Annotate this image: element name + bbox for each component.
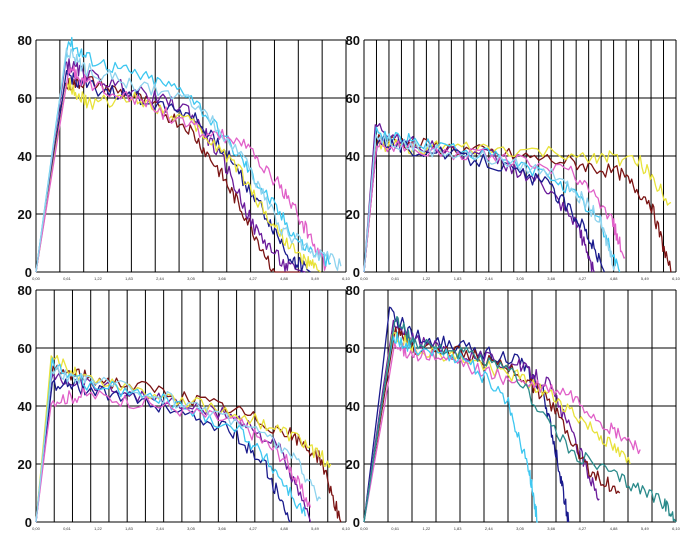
x-tick-label: 5,49	[311, 276, 320, 281]
x-tick-label: 1,83	[125, 276, 134, 281]
x-tick-label: 0,00	[360, 526, 369, 531]
x-tick-label: 2,44	[156, 276, 165, 281]
x-tick-label: 6,10	[672, 276, 681, 281]
y-tick-label: 60	[346, 91, 360, 106]
series-line	[35, 354, 332, 523]
x-tick-label: 1,22	[423, 526, 432, 531]
x-tick-label: 2,44	[156, 526, 165, 531]
y-tick-label: 20	[346, 207, 360, 222]
y-tick-label: 60	[18, 91, 32, 106]
chart-panel-top-left: 0 20 40 60 80 0,00 0,61 1,22 1,83 2,44 3,05 3,66 4,2…	[18, 33, 351, 281]
chart-panel-top-right: 0 20 40 60 80 0,00 0,61 1,22 1,83 2,44 3,05 3,66 4,2…	[346, 33, 681, 281]
series-line	[363, 133, 616, 273]
y-tick-label: 80	[346, 283, 360, 298]
series-line	[363, 331, 538, 523]
x-tick-label: 0,00	[360, 276, 369, 281]
chart-panel-bottom-right: 0 20 40 60 80 0,00 0,61 1,22 1,83 2,44 3,05 3,66 4,2…	[346, 283, 681, 531]
series-line	[35, 65, 327, 273]
x-tick-label: 4,88	[610, 526, 619, 531]
y-tick-label: 40	[346, 399, 360, 414]
y-tick-label: 0	[25, 265, 32, 280]
chart-panel-bottom-left: 0 20 40 60 80 0,00 0,61 1,22 1,83 2,44 3,05 3,66 4,2…	[18, 283, 351, 531]
y-tick-label: 40	[18, 399, 32, 414]
y-tick-label: 0	[353, 265, 360, 280]
series-line	[35, 357, 306, 523]
x-tick-label: 3,05	[516, 526, 525, 531]
x-tick-label: 5,49	[311, 526, 320, 531]
y-tick-label: 0	[353, 515, 360, 530]
x-tick-label: 1,83	[454, 526, 463, 531]
x-tick-label: 3,05	[187, 526, 196, 531]
x-tick-label: 0,61	[63, 526, 72, 531]
x-tick-label: 0,61	[63, 276, 72, 281]
y-tick-label: 80	[18, 33, 32, 48]
y-tick-label: 60	[18, 341, 32, 356]
series-line	[35, 69, 311, 273]
x-tick-label: 3,05	[516, 276, 525, 281]
x-tick-label: 4,88	[280, 526, 289, 531]
x-tick-label: 6,10	[342, 276, 351, 281]
x-tick-label: 0,61	[391, 526, 400, 531]
series-line	[35, 387, 312, 523]
x-tick-label: 2,44	[485, 276, 494, 281]
y-tick-label: 20	[18, 207, 32, 222]
x-tick-label: 5,49	[641, 526, 650, 531]
x-tick-label: 6,10	[672, 526, 681, 531]
y-tick-label: 20	[18, 457, 32, 472]
series-line	[363, 342, 641, 523]
x-tick-label: 0,00	[32, 276, 41, 281]
series-line	[35, 58, 306, 273]
x-tick-label: 0,61	[391, 276, 400, 281]
x-tick-label: 5,49	[641, 276, 650, 281]
x-tick-label: 3,66	[547, 526, 556, 531]
series-line	[363, 331, 631, 523]
x-tick-label: 3,05	[187, 276, 196, 281]
x-tick-label: 6,10	[342, 526, 351, 531]
x-tick-label: 4,27	[249, 526, 258, 531]
x-tick-label: 0,00	[32, 526, 41, 531]
series-line	[363, 139, 626, 273]
y-tick-label: 20	[346, 457, 360, 472]
y-tick-label: 80	[346, 33, 360, 48]
series-line	[363, 306, 570, 523]
x-tick-label: 2,44	[485, 526, 494, 531]
y-tick-label: 80	[18, 283, 32, 298]
x-tick-label: 4,88	[280, 276, 289, 281]
x-tick-label: 1,22	[94, 276, 103, 281]
series-line	[363, 315, 677, 523]
x-tick-label: 1,83	[125, 526, 134, 531]
x-tick-label: 3,66	[218, 276, 227, 281]
series-line	[35, 36, 332, 273]
x-tick-label: 1,83	[454, 276, 463, 281]
x-tick-label: 1,22	[423, 276, 432, 281]
series-line	[35, 372, 312, 523]
series-line	[35, 47, 342, 273]
x-tick-label: 4,27	[579, 526, 588, 531]
x-tick-label: 3,66	[547, 276, 556, 281]
x-tick-label: 4,27	[579, 276, 588, 281]
series-line	[35, 365, 322, 523]
x-tick-label: 4,88	[610, 276, 619, 281]
x-tick-label: 1,22	[94, 526, 103, 531]
y-tick-label: 60	[346, 341, 360, 356]
x-tick-label: 3,66	[218, 526, 227, 531]
y-tick-label: 0	[25, 515, 32, 530]
y-tick-label: 40	[18, 149, 32, 164]
series-line	[363, 138, 672, 273]
series-line	[35, 77, 321, 273]
y-tick-label: 40	[346, 149, 360, 164]
x-tick-label: 4,27	[249, 276, 258, 281]
